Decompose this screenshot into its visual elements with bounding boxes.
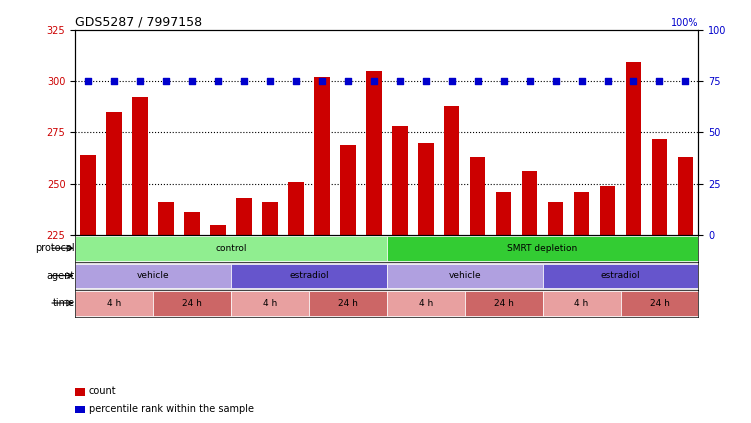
Bar [340,145,356,235]
FancyBboxPatch shape [75,236,387,261]
FancyBboxPatch shape [620,291,698,316]
Bar [236,198,252,235]
Bar [158,202,173,235]
Point [342,77,354,84]
FancyBboxPatch shape [153,291,231,316]
Text: 24 h: 24 h [493,299,514,308]
Point [160,77,172,84]
Text: 4 h: 4 h [575,299,589,308]
Point [445,77,457,84]
Text: protocol: protocol [35,243,75,253]
Bar [626,63,641,235]
Bar [600,186,615,235]
Text: count: count [89,386,116,396]
Bar [547,202,563,235]
Point [523,77,535,84]
Bar [522,171,538,235]
Text: GDS5287 / 7997158: GDS5287 / 7997158 [75,16,202,28]
Bar [184,212,200,235]
Bar [314,77,330,235]
Bar [366,71,382,235]
Point [420,77,432,84]
Bar [288,181,303,235]
Text: 24 h: 24 h [182,299,202,308]
Text: agent: agent [47,271,75,280]
Point [550,77,562,84]
Point [628,77,640,84]
FancyBboxPatch shape [387,291,465,316]
Text: 4 h: 4 h [107,299,121,308]
FancyBboxPatch shape [75,264,231,288]
Text: percentile rank within the sample: percentile rank within the sample [89,404,254,414]
FancyBboxPatch shape [387,236,698,261]
Point [212,77,224,84]
Bar [652,138,668,235]
Bar [677,157,693,235]
Text: 100%: 100% [671,18,698,27]
Bar [107,112,122,235]
Bar [444,106,460,235]
Point [653,77,665,84]
FancyBboxPatch shape [231,264,387,288]
Point [498,77,510,84]
FancyBboxPatch shape [75,291,153,316]
Point [264,77,276,84]
Text: time: time [53,298,75,308]
FancyBboxPatch shape [231,291,309,316]
Point [134,77,146,84]
Point [82,77,94,84]
Bar [210,225,226,235]
Text: vehicle: vehicle [137,271,169,280]
Text: 24 h: 24 h [650,299,669,308]
Point [186,77,198,84]
FancyBboxPatch shape [387,264,542,288]
Point [394,77,406,84]
Text: 4 h: 4 h [418,299,433,308]
Bar [574,192,590,235]
Point [472,77,484,84]
Text: vehicle: vehicle [448,271,481,280]
Bar [392,126,408,235]
Bar [470,157,485,235]
Point [290,77,302,84]
Point [108,77,120,84]
Text: estradiol: estradiol [289,271,329,280]
Text: 24 h: 24 h [338,299,357,308]
Text: estradiol: estradiol [601,271,641,280]
FancyBboxPatch shape [309,291,387,316]
Bar [496,192,511,235]
Text: control: control [216,244,246,253]
Bar [262,202,278,235]
Bar [80,155,96,235]
Point [602,77,614,84]
FancyBboxPatch shape [465,291,542,316]
Point [368,77,380,84]
Text: 4 h: 4 h [263,299,277,308]
FancyBboxPatch shape [542,264,698,288]
Text: SMRT depletion: SMRT depletion [508,244,578,253]
FancyBboxPatch shape [542,291,620,316]
Point [238,77,250,84]
Bar [418,143,433,235]
Bar [132,97,148,235]
Point [680,77,692,84]
Point [575,77,587,84]
Point [316,77,328,84]
